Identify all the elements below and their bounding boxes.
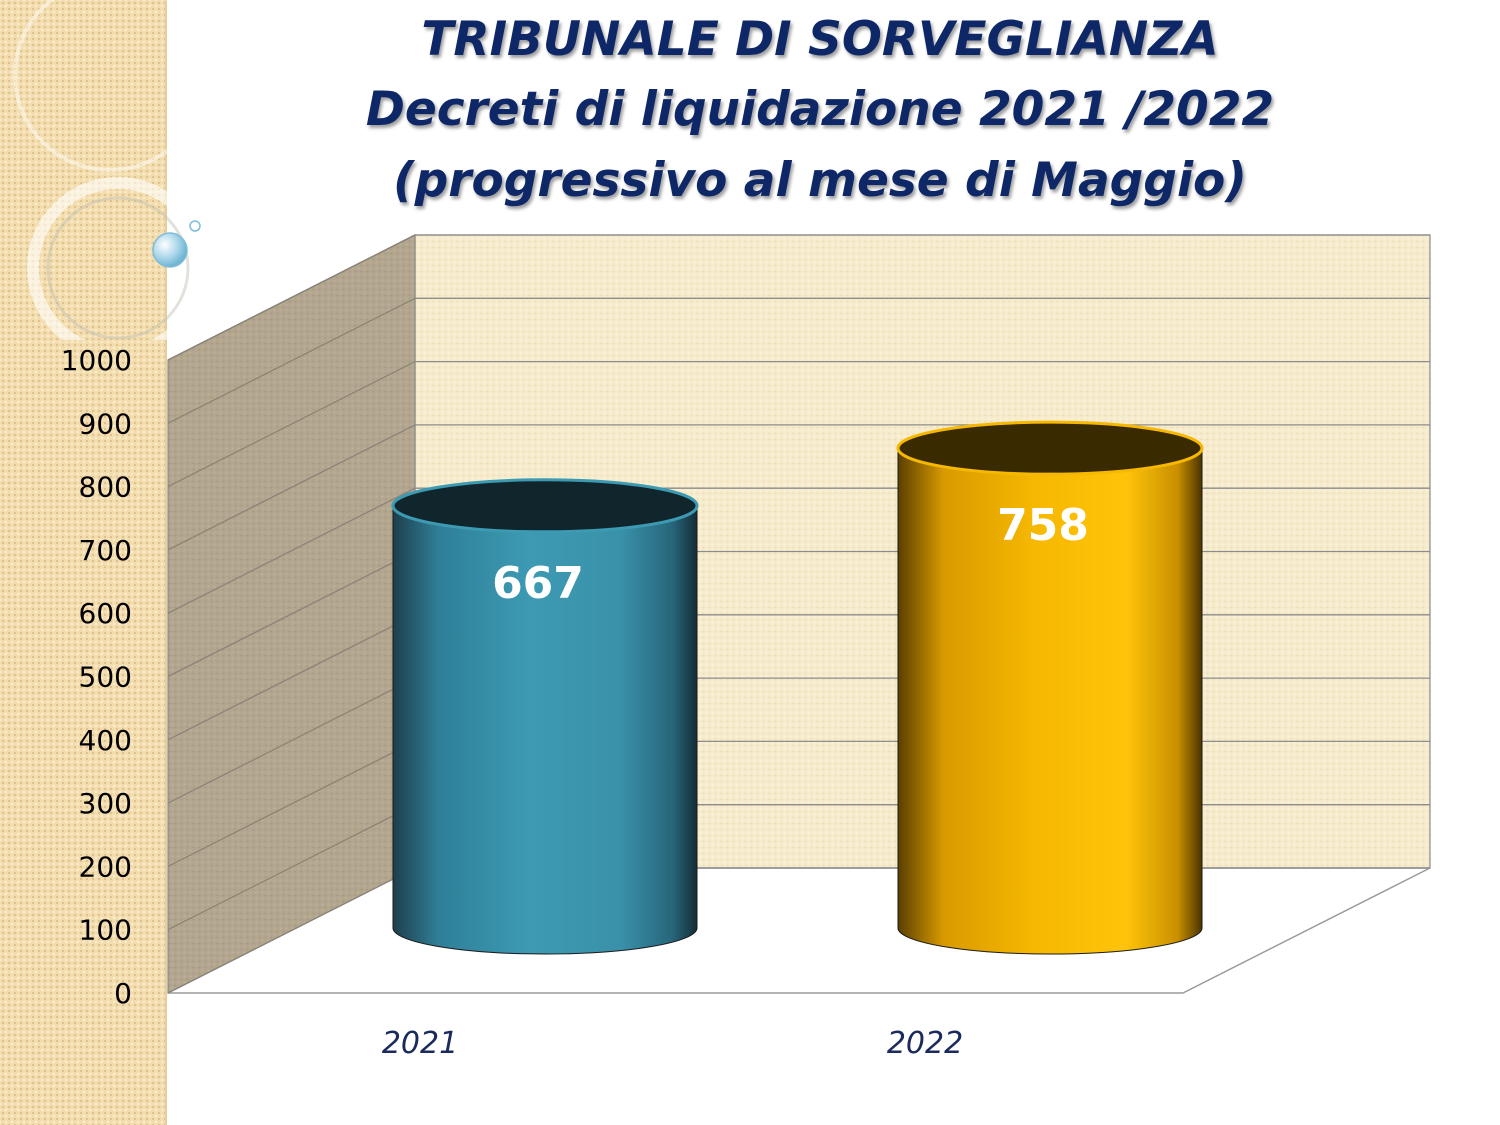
cylinder-body: [897, 447, 1203, 955]
data-label: 667: [492, 558, 584, 609]
gridline-side: [167, 361, 416, 488]
y-tick-label: 1000: [61, 344, 132, 377]
y-tick-label: 600: [79, 597, 132, 630]
y-tick-label: 500: [79, 661, 132, 694]
chart-title-line-3: (progressivo al mese di Maggio): [393, 153, 1247, 208]
data-label: 758: [997, 500, 1089, 551]
gridline-side: [167, 297, 416, 424]
gridline-side: [167, 867, 416, 994]
x-tick-label: 2022: [887, 1026, 963, 1061]
bubble-large-icon: [152, 232, 188, 268]
cylinder-top: [391, 478, 699, 534]
bar-2021: 667: [391, 478, 699, 955]
y-tick-label: 0: [114, 977, 132, 1010]
y-tick-label: 100: [79, 914, 132, 947]
gridline-side: [167, 804, 416, 931]
chart-title-line-1: TRIBUNALE DI SORVEGLIANZA: [421, 12, 1219, 67]
bubble-small-icon: [189, 220, 201, 232]
gridline-side: [167, 614, 416, 741]
y-tick-label: 200: [79, 850, 132, 883]
gridline-side: [167, 740, 416, 867]
y-tick-label: 800: [79, 471, 132, 504]
gridline-side: [167, 424, 416, 551]
y-tick-label: 400: [79, 724, 132, 757]
y-tick-label: 900: [79, 407, 132, 440]
chart-title-line-2: Decreti di liquidazione 2021 /2022: [365, 82, 1275, 137]
gridline-side: [167, 677, 416, 804]
y-tick-label: 300: [79, 787, 132, 820]
bar-2022: 758: [896, 420, 1204, 955]
cylinder-body: [392, 505, 698, 955]
x-tick-label: 2021: [382, 1026, 458, 1061]
side-wall-top-edge: [167, 234, 416, 361]
y-tick-label: 700: [79, 534, 132, 567]
gridline-side: [167, 487, 416, 614]
decorative-circles: [13, 0, 209, 340]
cylinder-top: [896, 420, 1204, 476]
gridline-side: [167, 550, 416, 678]
